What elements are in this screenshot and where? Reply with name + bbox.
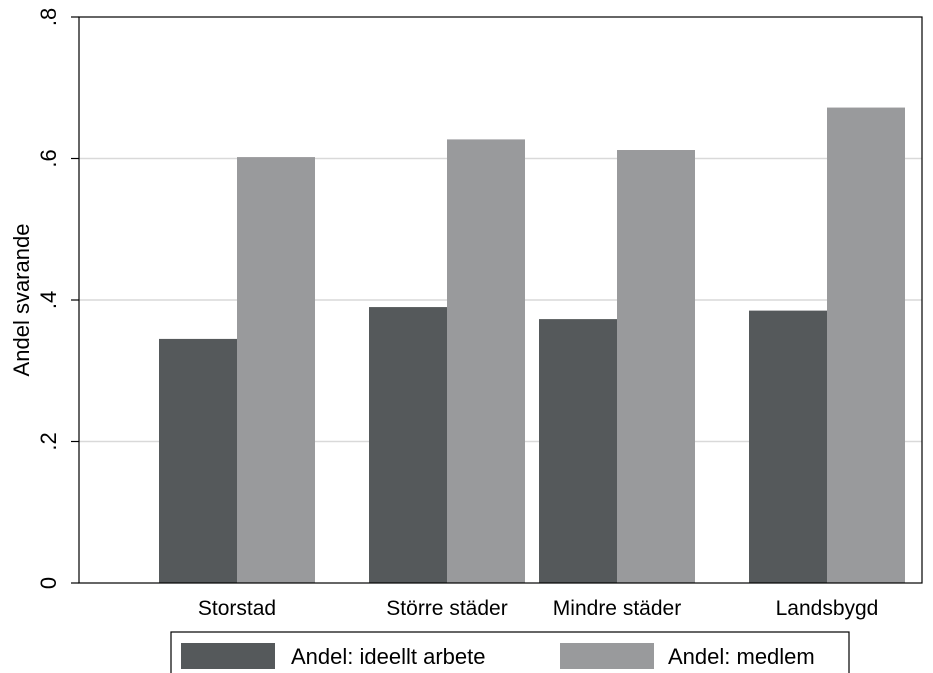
bar-ideellt-arbete-3 — [749, 310, 827, 583]
x-axis-labels: Storstad Större städer Mindre städer Landsb… — [198, 597, 878, 620]
bars — [159, 107, 905, 583]
x-category-label: Större städer — [386, 597, 507, 620]
y-axis-ticks: 0 .2 .4 .6 .8 — [36, 8, 79, 589]
bar-medlem-0 — [237, 157, 315, 583]
y-tick-label: .6 — [36, 149, 61, 167]
y-tick-label: .2 — [36, 432, 61, 450]
x-category-label: Landsbygd — [776, 597, 879, 620]
bar-medlem-1 — [447, 139, 525, 583]
bar-ideellt-arbete-1 — [369, 307, 447, 583]
y-tick-label: .8 — [36, 8, 61, 26]
x-category-label: Mindre städer — [553, 597, 681, 620]
y-tick-label: 0 — [36, 577, 61, 589]
legend-swatch-ideellt-arbete — [181, 643, 275, 669]
bar-ideellt-arbete-2 — [539, 319, 617, 583]
bar-ideellt-arbete-0 — [159, 338, 237, 583]
legend-frame — [170, 631, 850, 673]
legend-label: Andel: medlem — [668, 644, 815, 669]
legend-swatch-medlem — [560, 643, 654, 669]
legend-label: Andel: ideellt arbete — [291, 644, 485, 669]
legend: Andel: ideellt arbete Andel: medlem — [170, 631, 850, 673]
bar-medlem-3 — [827, 107, 905, 583]
y-tick-label: .4 — [36, 291, 61, 309]
bar-medlem-2 — [617, 150, 695, 583]
y-axis-title: Andel svarande — [9, 224, 34, 377]
x-category-label: Storstad — [198, 597, 276, 620]
